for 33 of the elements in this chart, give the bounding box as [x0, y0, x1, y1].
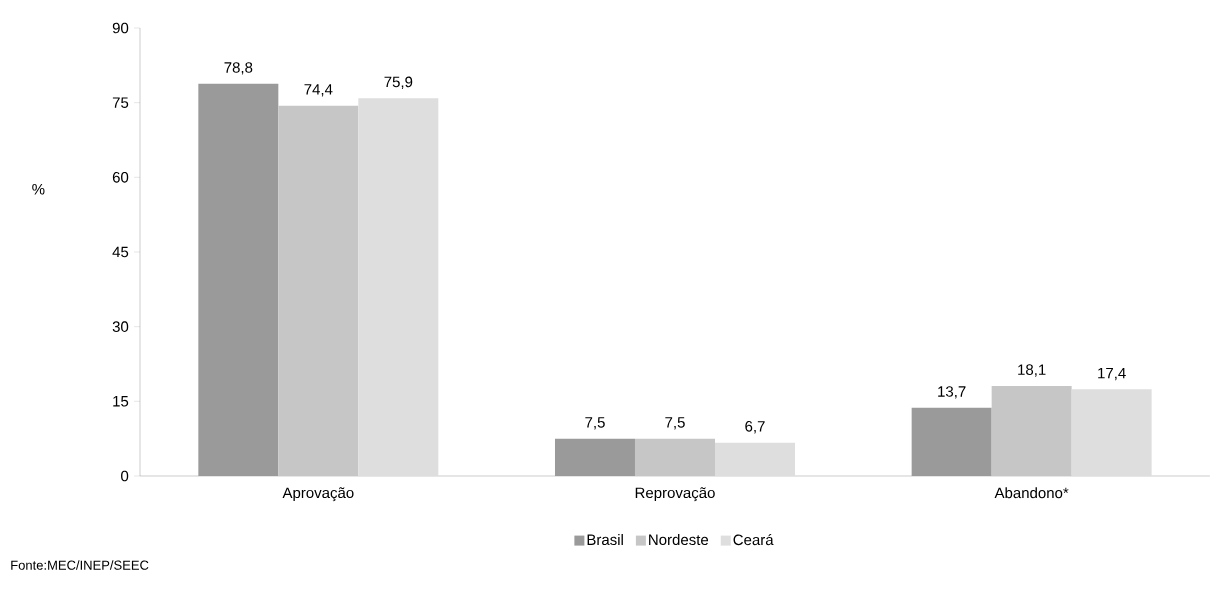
- bar: [911, 407, 992, 476]
- bar: [714, 442, 795, 476]
- data-label: 18,1: [1018, 364, 1046, 377]
- y-tick-label: 60: [112, 172, 129, 183]
- legend-label: Nordeste: [649, 534, 709, 546]
- data-label: 7,5: [665, 417, 685, 430]
- bar: [991, 385, 1072, 476]
- y-tick-label: 45: [112, 246, 129, 258]
- bar: [634, 438, 715, 476]
- bar: [278, 105, 359, 476]
- x-tick-label: Aprovação: [282, 487, 354, 502]
- y-tick-label: 75: [112, 97, 129, 108]
- y-tick-label: 30: [112, 321, 129, 332]
- legend-label: Brasil: [587, 534, 623, 546]
- x-tick-label: Abandono*: [994, 487, 1069, 499]
- data-label: 78,8: [224, 62, 253, 75]
- y-tick-label: 0: [121, 470, 129, 482]
- data-label: 75,9: [384, 76, 413, 89]
- bar: [1071, 389, 1152, 476]
- y-tick-label: 15: [113, 396, 129, 407]
- data-label: 74,4: [304, 84, 333, 97]
- y-tick-label: 90: [112, 22, 129, 34]
- source-note: Fonte:MEC/INEP/SEEC: [11, 560, 149, 570]
- data-label: 17,4: [1098, 367, 1126, 381]
- bar: [555, 438, 635, 476]
- y-axis-title: %: [32, 184, 45, 195]
- data-label: 13,7: [938, 386, 966, 399]
- bar: [198, 83, 279, 476]
- data-label: 7,5: [585, 417, 605, 430]
- x-tick-label: Reprovação: [635, 487, 715, 502]
- bar: [358, 98, 439, 476]
- legend-label: Ceará: [733, 533, 774, 546]
- data-label: 6,7: [745, 421, 765, 434]
